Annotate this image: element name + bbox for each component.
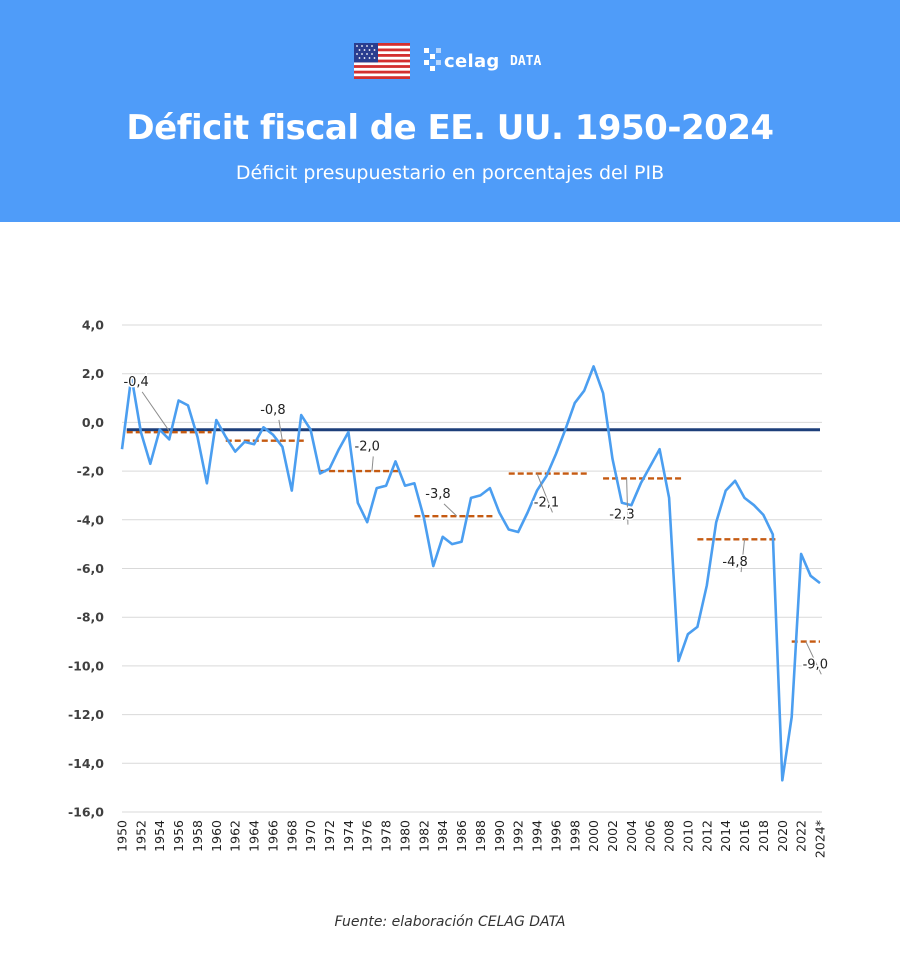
x-tick-label: 2022 [794, 820, 809, 852]
y-tick-label: -14,0 [68, 756, 104, 771]
x-tick-label: 1950 [115, 820, 130, 852]
period-average-label: -0,8 [260, 403, 285, 418]
label-leader-line [805, 641, 822, 675]
x-tick-label: 1958 [190, 820, 205, 852]
x-tick-label: 1956 [171, 820, 186, 852]
x-tick-label: 2000 [586, 820, 601, 852]
x-tick-label: 2020 [775, 820, 790, 852]
chart-title: Déficit fiscal de EE. UU. 1950-2024 [126, 108, 774, 148]
x-tick-label: 1976 [360, 820, 375, 852]
label-leader-line [371, 456, 374, 472]
x-tick-label: 1974 [341, 820, 356, 852]
label-leader-line [626, 478, 629, 525]
x-tick-label: 1954 [152, 820, 167, 852]
x-tick-label: 1968 [284, 820, 299, 852]
x-tick-label: 1992 [511, 820, 526, 852]
x-tick-label: 1984 [435, 820, 450, 852]
x-tick-label: 1986 [454, 820, 469, 852]
x-tick-label: 1962 [228, 820, 243, 852]
x-tick-label: 1960 [209, 820, 224, 852]
us-flag-icon [354, 43, 410, 79]
label-leader-line [278, 419, 283, 441]
y-tick-label: -4,0 [77, 512, 105, 527]
label-leader-line [443, 503, 458, 517]
x-tick-label: 2002 [605, 820, 620, 852]
x-tick-label: 2014 [718, 820, 733, 852]
label-leader-line [141, 391, 170, 432]
y-tick-label: 0,0 [82, 415, 104, 430]
period-average-label: -3,8 [425, 487, 450, 502]
brand-name: celag [444, 51, 500, 72]
header-banner: celag DATA Déficit fiscal de EE. UU. 195… [0, 0, 900, 222]
x-tick-label: 1982 [416, 820, 431, 852]
period-average-label: -2,0 [355, 439, 380, 454]
deficit-series-line [120, 365, 821, 782]
brand-suffix: DATA [510, 54, 542, 69]
y-tick-label: -10,0 [68, 658, 104, 673]
x-tick-label: 2012 [699, 820, 714, 852]
chart-subtitle: Déficit presupuestario en porcentajes de… [235, 162, 665, 184]
x-tick-label: 2024* [813, 820, 828, 858]
x-tick-label: 1964 [247, 820, 262, 852]
period-average-label: -0,4 [123, 375, 148, 390]
y-tick-label: 4,0 [82, 318, 104, 333]
x-tick-label: 1996 [548, 820, 563, 852]
y-tick-label: -12,0 [68, 707, 104, 722]
x-tick-label: 1966 [265, 820, 280, 852]
x-tick-label: 1972 [322, 820, 337, 852]
x-tick-label: 2010 [680, 820, 695, 852]
y-tick-label: -2,0 [77, 464, 105, 479]
y-tick-label: -6,0 [77, 561, 105, 576]
x-tick-label: 2006 [643, 820, 658, 852]
label-leader-line [536, 473, 553, 513]
label-leader-line [740, 539, 746, 573]
x-tick-label: 1952 [133, 820, 148, 852]
x-tick-label: 2016 [737, 820, 752, 852]
x-tick-label: 1994 [530, 820, 545, 852]
x-tick-label: 2004 [624, 820, 639, 852]
x-tick-label: 1978 [379, 820, 394, 852]
y-tick-label: 2,0 [82, 366, 104, 381]
x-tick-label: 2018 [756, 820, 771, 852]
period-average-label: -2,3 [609, 508, 634, 523]
deficit-line-chart: 4,0 2,0 0,0 -2,0 -4,0 -6,0 -8,0 -10,0 -12,0 -14,0… [68, 318, 830, 859]
x-tick-label: 1998 [567, 820, 582, 852]
source-note: Fuente: elaboración CELAG DATA [334, 914, 566, 930]
x-tick-label: 1988 [473, 820, 488, 852]
period-average-label: -4,8 [722, 555, 747, 570]
x-tick-label: 1980 [397, 820, 412, 852]
period-average-label: -9,0 [803, 657, 828, 672]
period-average-label: -2,1 [534, 495, 559, 510]
x-tick-label: 1970 [303, 820, 318, 852]
x-tick-label: 1990 [492, 820, 507, 852]
x-tick-label: 2008 [662, 820, 677, 852]
y-tick-label: -8,0 [77, 610, 105, 625]
y-tick-label: -16,0 [68, 805, 104, 820]
